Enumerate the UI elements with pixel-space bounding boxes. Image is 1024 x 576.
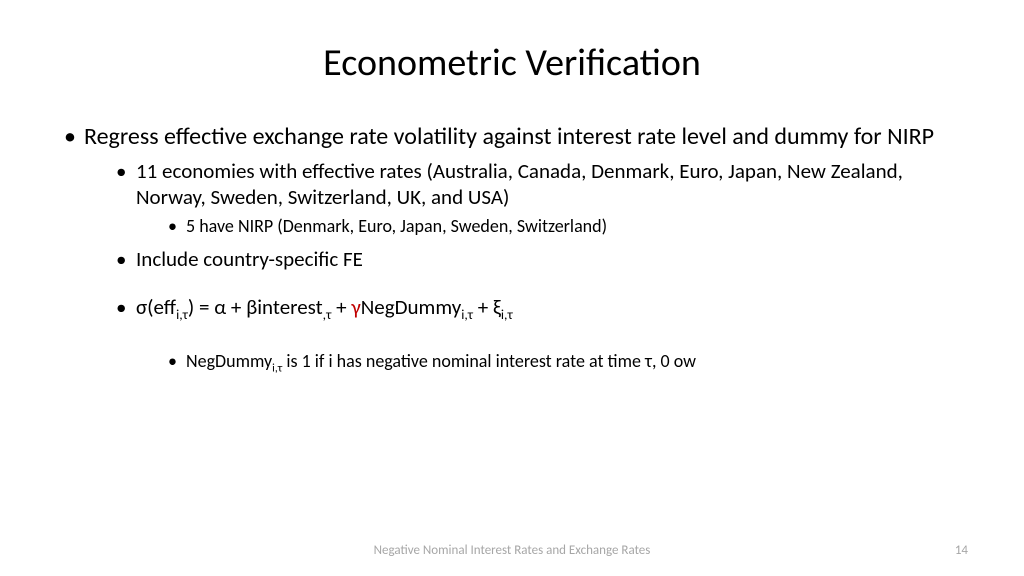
bullet-l3-negdummy: NegDummyi,τ is 1 if i has negative nomin… [166,350,964,373]
slide-title: Econometric Verification [60,40,964,86]
eq-part: σ(eff [136,294,176,320]
bullet-l2-text: 11 economies with effective rates (Austr… [136,158,903,210]
bullet-l3-text: 5 have NIRP (Denmark, Euro, Japan, Swede… [186,215,607,237]
bullet-l2-equation: σ(effi,τ) = α + βinterest,τ + γNegDummyi… [114,294,964,374]
eq-part: NegDummy [186,350,272,372]
eq-part: ) = α + βinterest [188,294,323,320]
eq-part: is 1 if i has negative nominal interest … [282,350,696,372]
bullet-l3-nirp: 5 have NIRP (Denmark, Euro, Japan, Swede… [166,215,964,238]
slide: Econometric Verification Regress effecti… [0,0,1024,576]
bullet-l1-regress: Regress effective exchange rate volatili… [60,122,964,374]
eq-sub: i,τ [176,306,188,323]
bullet-list-l3: 5 have NIRP (Denmark, Euro, Japan, Swede… [136,215,964,238]
eq-part: + [331,294,351,320]
eq-gamma: γ [351,294,360,320]
eq-sub: i,τ [461,306,473,323]
footer-text: Negative Nominal Interest Rates and Exch… [0,543,1024,558]
bullet-list-l1: Regress effective exchange rate volatili… [60,122,964,374]
eq-part: NegDummy [361,294,462,320]
bullet-l2-economies: 11 economies with effective rates (Austr… [114,158,964,238]
eq-sub: i,τ [501,306,513,323]
eq-sub: i,τ [272,362,282,376]
bullet-l1-text: Regress effective exchange rate volatili… [84,122,934,151]
bullet-l2-text: Include country-specific FE [136,246,363,272]
bullet-list-l3: NegDummyi,τ is 1 if i has negative nomin… [136,350,964,373]
page-number: 14 [955,543,968,558]
bullet-l2-fe: Include country-specific FE [114,246,964,272]
bullet-list-l2: 11 economies with effective rates (Austr… [84,158,964,374]
eq-part: + ξ [473,294,501,320]
